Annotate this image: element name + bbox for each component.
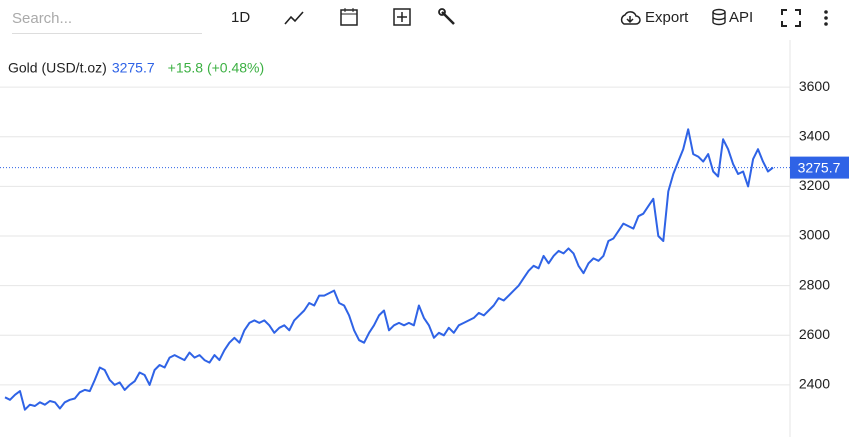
calendar-icon[interactable] — [340, 7, 358, 27]
legend-change: +15.8 (+0.48%) — [168, 60, 265, 76]
line-icon[interactable] — [284, 9, 304, 27]
y-tick-label: 2400 — [799, 376, 830, 392]
legend-value: 3275.7 — [112, 60, 155, 76]
y-tick-label: 2800 — [799, 276, 830, 292]
search-box[interactable]: Search... — [12, 10, 202, 34]
last-price-box — [790, 156, 849, 179]
interval-button[interactable]: 1D — [231, 9, 251, 26]
api-icon[interactable] — [711, 8, 727, 26]
y-tick-label: 3200 — [799, 177, 830, 193]
toolbar: Search... 1D Export API — [0, 0, 849, 38]
settings-icon[interactable] — [438, 8, 456, 26]
y-tick-label: 3400 — [799, 127, 830, 143]
last-price-label: 3275.7 — [798, 159, 841, 175]
y-tick-label: 3000 — [799, 227, 830, 243]
export-icon[interactable] — [619, 9, 641, 27]
add-icon[interactable] — [393, 8, 411, 26]
price-line — [4, 128, 774, 411]
legend-name: Gold (USD/t.oz) — [8, 60, 107, 76]
y-tick-label: 2600 — [799, 326, 830, 342]
api-button[interactable]: API — [729, 9, 754, 26]
fullscreen-icon[interactable] — [781, 9, 801, 27]
menu-icon[interactable] — [822, 9, 830, 27]
export-button[interactable]: Export — [645, 9, 689, 26]
y-tick-label: 3600 — [799, 78, 830, 94]
